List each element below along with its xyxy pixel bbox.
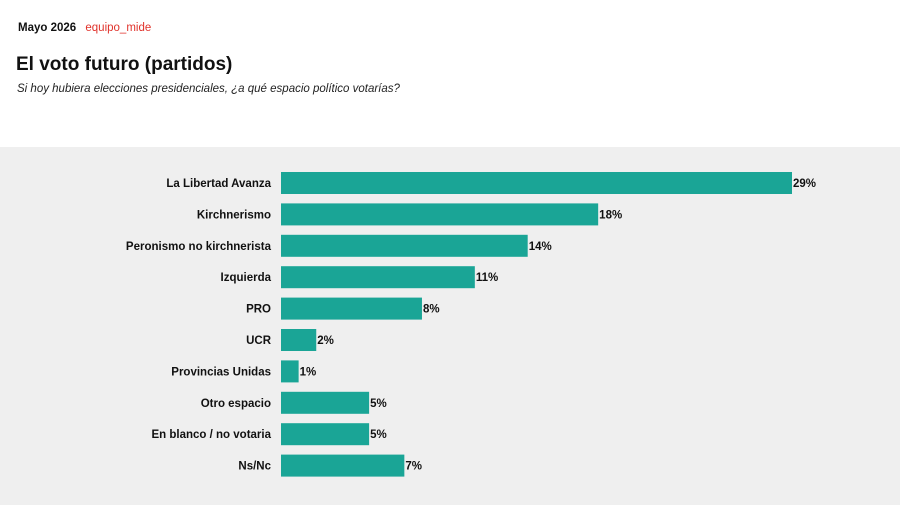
value-label: 14% xyxy=(529,241,552,253)
bar xyxy=(281,297,422,320)
chart-panel: La Libertad Avanza 29% Kirchnerismo 18% Pero… xyxy=(0,147,900,505)
category-label: Otro espacio xyxy=(201,398,271,410)
value-label: 11% xyxy=(476,272,498,284)
category-label: Ns/Nc xyxy=(238,461,271,473)
bar xyxy=(281,391,370,414)
value-label: 2% xyxy=(317,335,334,347)
category-label: En blanco / no votaria xyxy=(152,429,272,441)
bar xyxy=(281,203,599,226)
source-handle: equipo_mide xyxy=(85,22,152,34)
bar-chart: La Libertad Avanza 29% Kirchnerismo 18% Pero… xyxy=(126,172,816,477)
value-label: 1% xyxy=(300,366,317,378)
value-label: 18% xyxy=(599,209,622,221)
category-label: PRO xyxy=(246,304,271,316)
category-label: Izquierda xyxy=(221,272,272,284)
category-label: Peronismo no kirchnerista xyxy=(126,241,272,253)
category-label: UCR xyxy=(246,335,272,347)
category-label: Provincias Unidas xyxy=(171,366,271,378)
header-meta: Mayo 2026 equipo_mide xyxy=(18,22,151,34)
value-label: 29% xyxy=(793,178,816,190)
bar xyxy=(281,266,475,289)
bar xyxy=(281,172,792,194)
value-label: 7% xyxy=(405,461,422,473)
bar xyxy=(281,234,528,257)
bar xyxy=(281,329,317,351)
bar xyxy=(281,360,299,383)
chart-subtitle: Si hoy hubiera elecciones presidenciales… xyxy=(17,83,400,95)
value-label: 8% xyxy=(423,304,440,316)
value-label: 5% xyxy=(370,398,387,410)
category-label: Kirchnerismo xyxy=(197,209,271,221)
value-label: 5% xyxy=(370,429,387,441)
chart-title: El voto futuro (partidos) xyxy=(16,54,233,75)
bar xyxy=(281,423,370,446)
report-date: Mayo 2026 xyxy=(18,22,77,34)
category-label: La Libertad Avanza xyxy=(166,178,271,190)
bar xyxy=(281,454,405,477)
